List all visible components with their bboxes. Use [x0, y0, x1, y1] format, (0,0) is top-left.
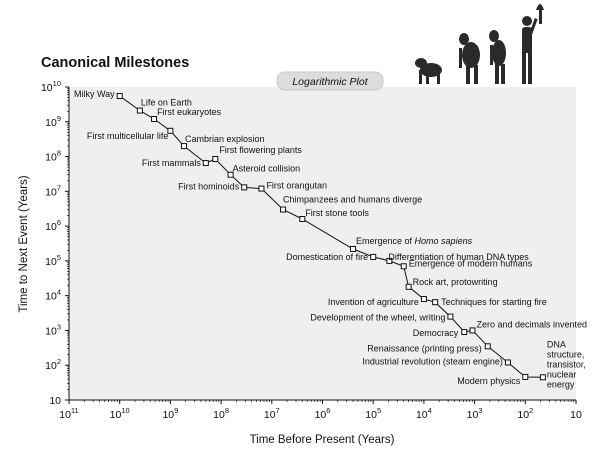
milestone-point [447, 313, 454, 320]
milestone-point [350, 245, 357, 252]
milestone-point [461, 329, 468, 336]
x-tick-label: 1011 [59, 406, 78, 421]
x-tick-label: 109 [162, 406, 178, 421]
milestone-point [522, 373, 529, 380]
early-human-figure [489, 30, 506, 84]
y-tick-label: 105 [45, 253, 61, 268]
milestone-point [167, 127, 174, 134]
chart-subtitle: Logarithmic Plot [292, 76, 368, 88]
milestone-point [241, 184, 248, 191]
milestone-label: First mammals [142, 158, 201, 168]
chart-title: Canonical Milestones [41, 55, 189, 71]
ape-figure [459, 33, 480, 84]
milestone-point [370, 253, 377, 260]
milestone-label: First flowering plants [219, 145, 302, 155]
y-tick-label: 103 [45, 322, 61, 337]
y-axis-label: Time to Next Event (Years) [18, 175, 30, 312]
milestone-point [116, 93, 123, 100]
x-tick-label: 104 [416, 406, 432, 421]
y-tick-label: 108 [45, 149, 61, 164]
x-tick-label: 103 [467, 406, 483, 421]
milestone-points [116, 93, 546, 381]
milestone-point [151, 116, 158, 123]
y-tick-label: 10 [49, 395, 61, 407]
milestone-point [258, 185, 265, 192]
x-tick-labels: 1011 1010 109 108 107 106 105 104 103 102 10 [59, 406, 582, 421]
milestone-point [299, 216, 306, 223]
milestone-point [469, 327, 476, 334]
y-tick-label: 107 [45, 183, 61, 198]
y-tick-marks [65, 86, 69, 401]
y-tick-label: 106 [45, 218, 61, 233]
x-tick-marks [68, 400, 577, 404]
y-tick-label: 109 [45, 114, 61, 129]
milestone-label: Rock art, protowriting [413, 277, 498, 287]
milestone-label: Zero and decimals invented [477, 319, 588, 329]
y-tick-labels: 10 102 103 104 105 106 107 108 109 1010 [41, 79, 61, 407]
y-tick-label: 102 [45, 357, 61, 372]
plot-background [69, 87, 576, 400]
milestone-label: Development of the wheel, writing [310, 313, 445, 323]
modern-human-figure [522, 16, 538, 84]
milestone-label: Invention of agriculture [328, 297, 419, 307]
milestone-point [280, 206, 287, 213]
milestone-point [484, 343, 491, 350]
milestone-label: First multicellular life [87, 131, 169, 141]
torch-icon [536, 4, 544, 24]
y-tick-label: 104 [45, 288, 61, 303]
x-tick-label: 105 [365, 406, 381, 421]
milestone-label: Differentiation of human DNA types [388, 252, 529, 262]
milestone-point [405, 283, 412, 290]
milestone-label: Cambrian explosion [185, 134, 265, 144]
milestone-label: Chimpanzees and humans diverge [283, 195, 422, 205]
milestone-point [504, 359, 511, 366]
milestone-point [400, 263, 407, 270]
milestone-point [136, 107, 143, 114]
milestone-label: Asteroid collision [233, 164, 301, 174]
milestone-point [539, 374, 546, 381]
milestone-label: Emergence of modern humans [409, 258, 533, 268]
primate-figure [415, 58, 442, 84]
x-tick-label: 10 [570, 409, 582, 421]
x-tick-label: 1010 [110, 406, 130, 421]
y-tick-label: 1010 [41, 79, 61, 94]
milestone-label: DNA structure, transistor, nuclear energy [547, 339, 586, 389]
x-axis-label: Time Before Present (Years) [250, 434, 395, 446]
x-tick-label: 106 [315, 406, 331, 421]
milestone-label: Modern physics [457, 376, 521, 386]
milestone-label: Domestication of fire [286, 252, 368, 262]
milestone-point [227, 171, 234, 178]
milestone-label: First hominoids [178, 181, 240, 191]
milestone-label: First stone tools [305, 208, 369, 218]
milestone-label: Techniques for starting fire [441, 297, 547, 307]
evolution-illustration [415, 4, 544, 84]
milestone-label: First eukaryotes [157, 107, 222, 117]
x-tick-label: 107 [264, 406, 280, 421]
milestone-label: Emergence of Homo sapiens [356, 236, 473, 246]
milestone-label: Industrial revolution (steam engine) [362, 356, 503, 366]
milestone-point [202, 160, 209, 167]
milestone-label: Renaissance (printing press) [367, 343, 482, 353]
milestone-point [420, 296, 427, 303]
milestone-label: Milky Way [74, 89, 115, 99]
subtitle-box: Logarithmic Plot [276, 71, 384, 91]
milestone-point [212, 156, 219, 163]
milestone-label: Life on Earth [141, 98, 192, 108]
x-tick-label: 108 [213, 406, 229, 421]
milestone-point [432, 299, 439, 306]
milestone-point [386, 257, 393, 264]
x-tick-label: 102 [517, 406, 533, 421]
milestone-label: Democracy [413, 328, 459, 338]
milestone-label: First orangutan [266, 181, 327, 191]
milestone-point [180, 143, 187, 150]
